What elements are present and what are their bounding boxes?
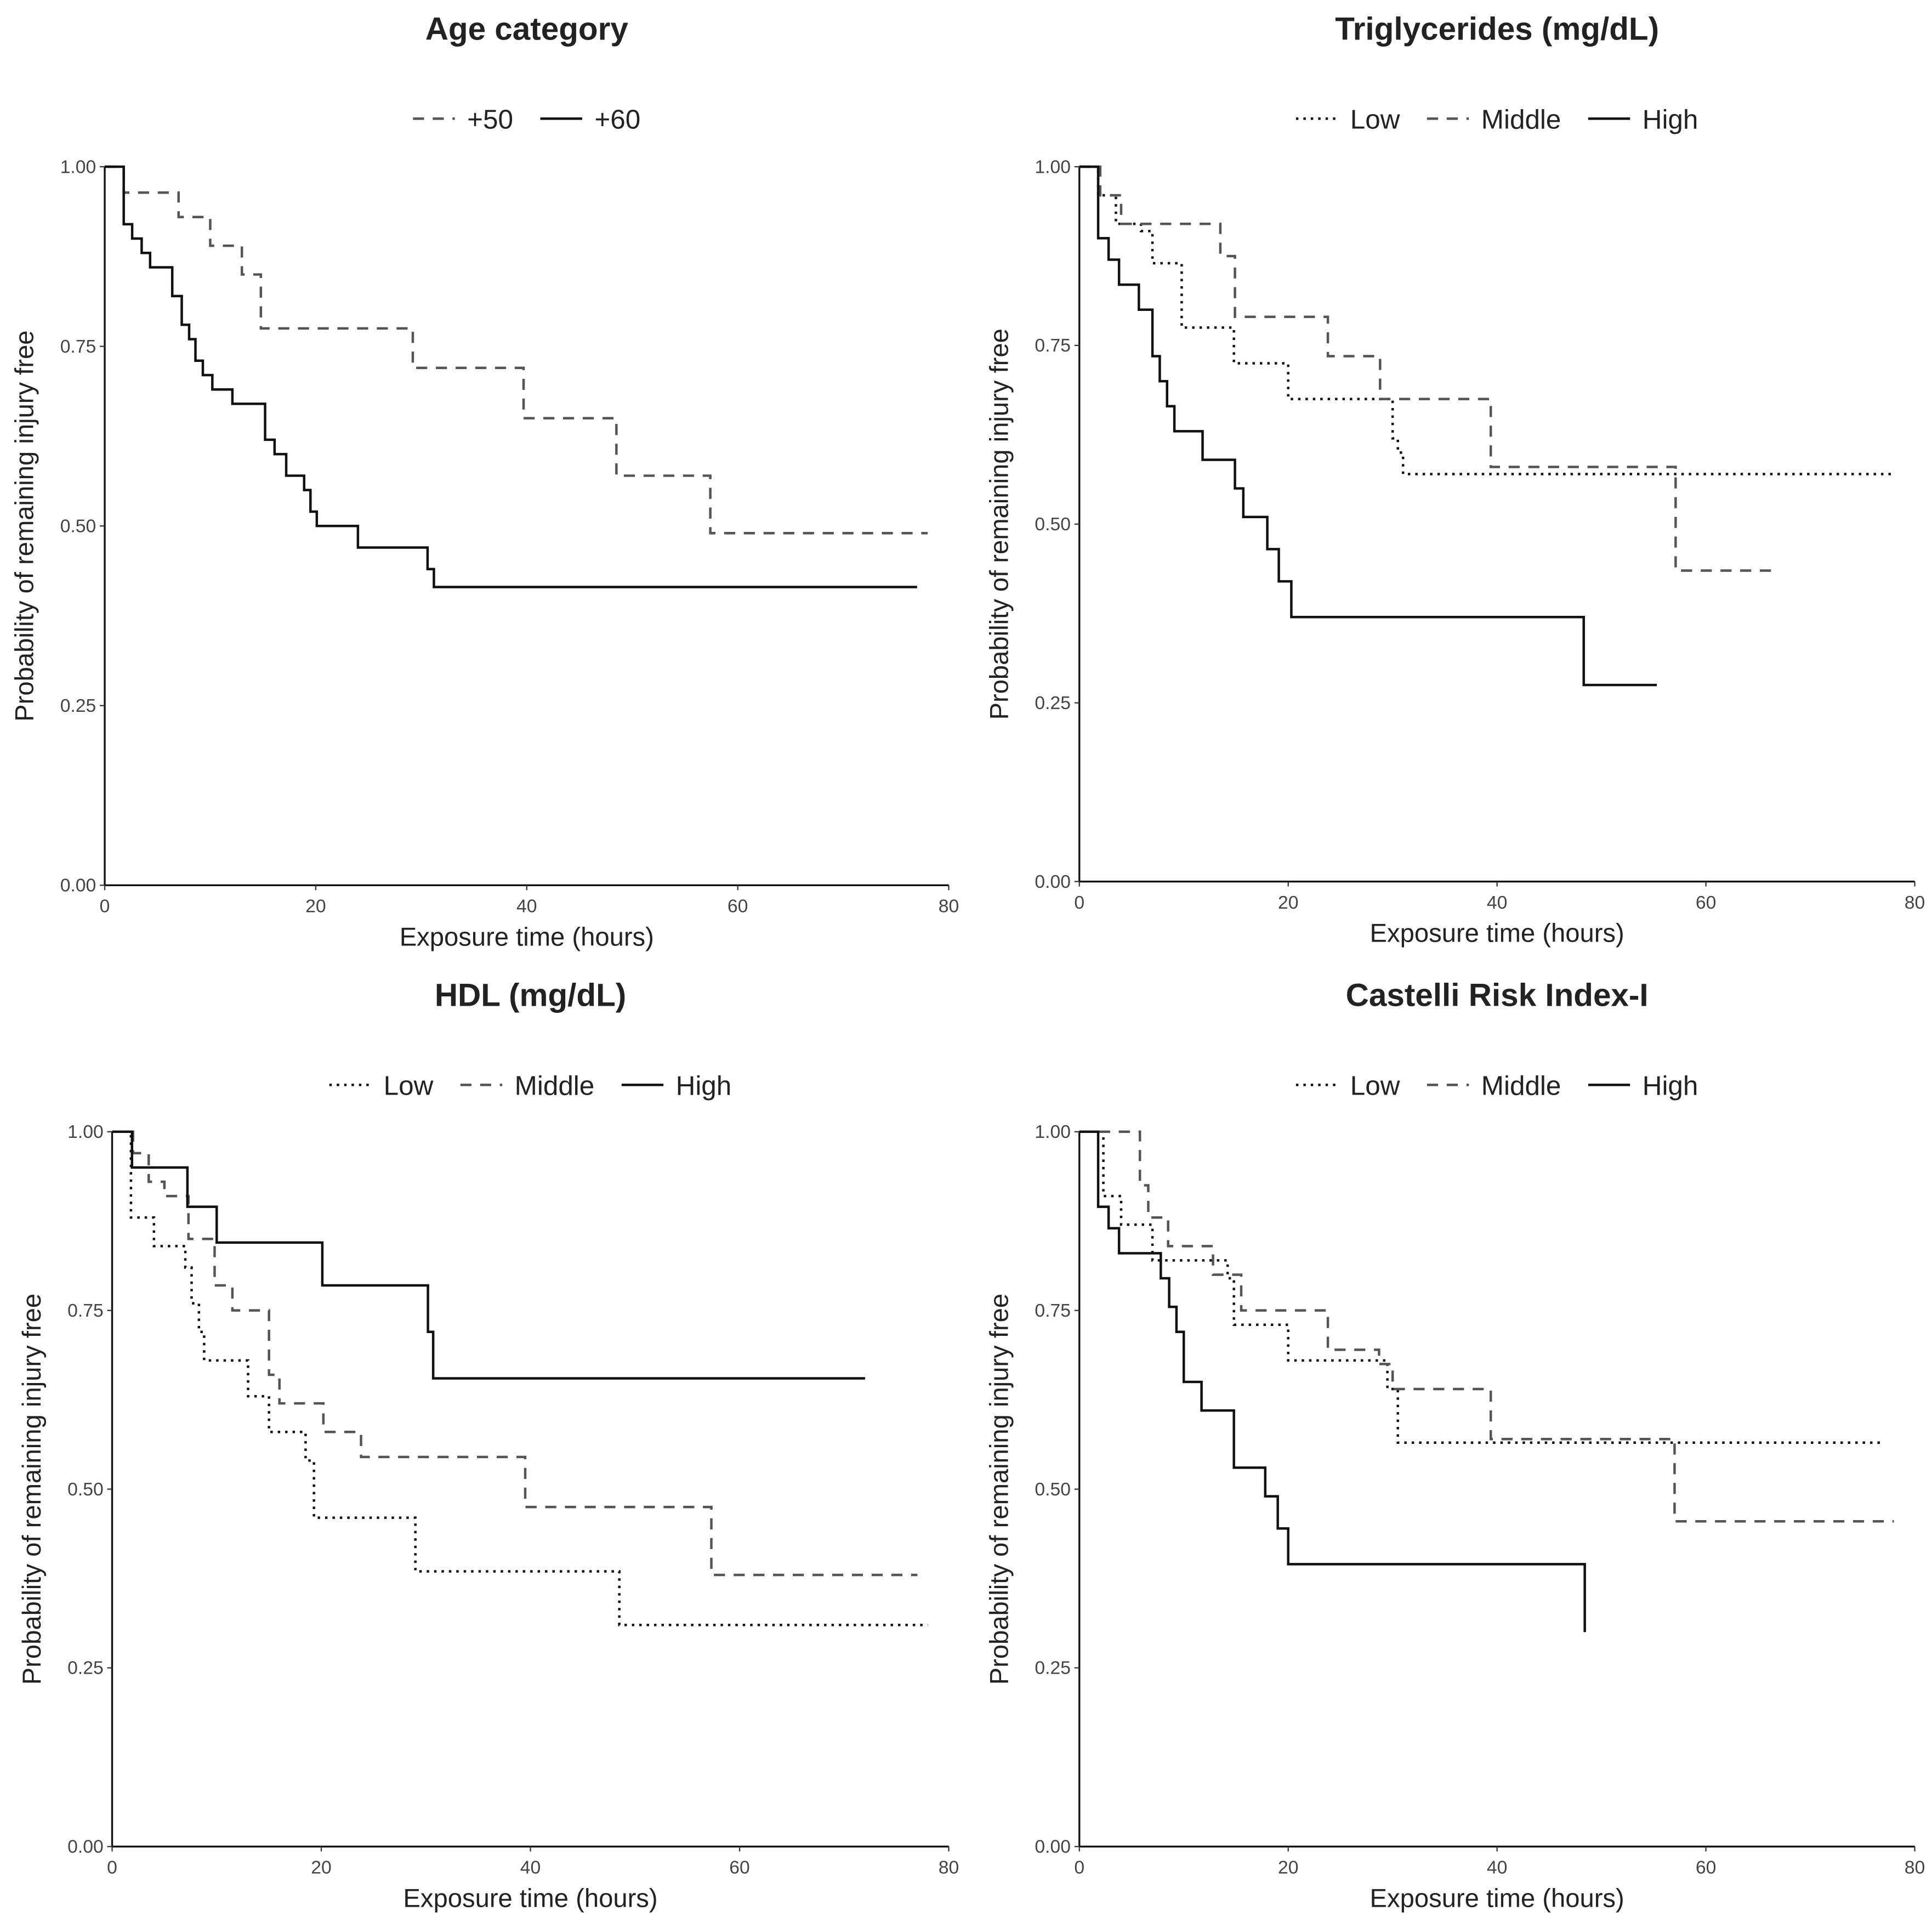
y-tick-label: 0.75 bbox=[1035, 1300, 1071, 1321]
legend-label: Low bbox=[1350, 1070, 1400, 1101]
survival-curve bbox=[1079, 1130, 1882, 1444]
x-tick-label: 20 bbox=[1278, 892, 1298, 913]
x-tick-label: 0 bbox=[100, 896, 110, 917]
x-tick-label: 60 bbox=[1696, 892, 1716, 913]
x-tick-label: 80 bbox=[939, 896, 959, 917]
y-tick-label: 0.50 bbox=[60, 515, 96, 536]
survival-curve bbox=[1079, 165, 1894, 475]
chart-title: HDL (mg/dL) bbox=[435, 978, 626, 1013]
chart-title: Age category bbox=[425, 12, 629, 47]
panel: Castelli Risk Index-I Low Middle High 0.00 0.… bbox=[985, 978, 1925, 1913]
legend-label: +50 bbox=[467, 104, 513, 134]
x-tick-label: 80 bbox=[939, 1857, 959, 1878]
y-axis-label: Probability of remaining injury free bbox=[10, 330, 39, 721]
x-axis-label: Exposure time (hours) bbox=[403, 1884, 657, 1913]
legend-label: High bbox=[1643, 1070, 1698, 1101]
legend-label: Middle bbox=[515, 1070, 595, 1101]
y-tick-label: 0.75 bbox=[67, 1300, 104, 1321]
y-tick-label: 1.00 bbox=[67, 1121, 104, 1142]
survival-curve bbox=[1079, 1130, 1894, 1523]
x-tick-label: 20 bbox=[311, 1857, 332, 1878]
legend-label: High bbox=[676, 1070, 732, 1101]
y-tick-label: 1.00 bbox=[60, 156, 96, 177]
x-tick-label: 0 bbox=[107, 1857, 117, 1878]
y-tick-label: 0.50 bbox=[67, 1479, 104, 1500]
x-tick-label: 20 bbox=[305, 896, 326, 917]
x-tick-label: 60 bbox=[1696, 1857, 1716, 1878]
y-tick-label: 0.50 bbox=[1035, 514, 1071, 535]
legend-label: Middle bbox=[1481, 104, 1561, 134]
x-tick-label: 40 bbox=[520, 1857, 541, 1878]
legend-label: Low bbox=[384, 1070, 434, 1101]
x-axis-label: Exposure time (hours) bbox=[1370, 1884, 1624, 1913]
y-tick-label: 1.00 bbox=[1035, 1121, 1071, 1142]
legend-label: High bbox=[1643, 104, 1698, 134]
chart-title: Triglycerides (mg/dL) bbox=[1335, 12, 1659, 47]
y-tick-label: 0.75 bbox=[60, 336, 96, 357]
survival-curve bbox=[112, 1130, 918, 1577]
x-tick-label: 0 bbox=[1074, 1857, 1084, 1878]
survival-curve bbox=[1079, 165, 1657, 687]
y-tick-label: 0.25 bbox=[67, 1658, 104, 1679]
x-axis-label: Exposure time (hours) bbox=[400, 922, 654, 951]
y-tick-label: 1.00 bbox=[1035, 156, 1071, 177]
x-tick-label: 0 bbox=[1074, 892, 1084, 913]
x-tick-label: 20 bbox=[1278, 1857, 1298, 1878]
legend-label: +60 bbox=[594, 104, 640, 134]
y-axis-label: Probability of remaining injury free bbox=[985, 1294, 1014, 1685]
y-tick-label: 0.00 bbox=[60, 875, 96, 896]
x-tick-label: 40 bbox=[1487, 892, 1507, 913]
legend-label: Low bbox=[1350, 104, 1400, 134]
x-axis-label: Exposure time (hours) bbox=[1370, 919, 1624, 948]
legend: Low Middle High bbox=[329, 1070, 732, 1101]
x-tick-label: 40 bbox=[1487, 1857, 1507, 1878]
y-axis-label: Probability of remaining injury free bbox=[985, 328, 1014, 719]
survival-curve bbox=[112, 1130, 865, 1380]
panel: Age category +50 +60 0.00 0.25 0.50 0.75 1.00 0 2… bbox=[10, 12, 959, 952]
y-tick-label: 0.50 bbox=[1035, 1479, 1071, 1500]
x-tick-label: 60 bbox=[729, 1857, 750, 1878]
chart-title: Castelli Risk Index-I bbox=[1346, 978, 1649, 1013]
x-tick-label: 80 bbox=[1905, 1857, 1925, 1878]
legend-label: Middle bbox=[1481, 1070, 1561, 1101]
panel: Triglycerides (mg/dL) Low Middle High 0.00 0.… bbox=[985, 12, 1925, 948]
y-tick-label: 0.25 bbox=[1035, 693, 1071, 713]
survival-curve bbox=[1079, 165, 1779, 572]
y-tick-label: 0.00 bbox=[1035, 1837, 1071, 1857]
survival-curve bbox=[105, 165, 928, 535]
x-tick-label: 80 bbox=[1905, 892, 1925, 913]
y-tick-label: 0.75 bbox=[1035, 335, 1071, 356]
x-tick-label: 60 bbox=[728, 896, 748, 917]
survival-curve bbox=[1079, 1130, 1586, 1633]
panel: HDL (mg/dL) Low Middle High 0.00 0.25 0.50 0.75… bbox=[18, 978, 959, 1913]
y-tick-label: 0.25 bbox=[60, 695, 96, 716]
legend: +50 +60 bbox=[413, 104, 640, 134]
y-tick-label: 0.25 bbox=[1035, 1658, 1071, 1679]
survival-curve bbox=[105, 165, 917, 588]
legend: Low Middle High bbox=[1295, 1070, 1698, 1101]
legend: Low Middle High bbox=[1295, 104, 1698, 134]
y-tick-label: 0.00 bbox=[67, 1837, 104, 1857]
y-axis-label: Probability of remaining injury free bbox=[18, 1294, 47, 1685]
x-tick-label: 40 bbox=[516, 896, 537, 917]
y-tick-label: 0.00 bbox=[1035, 871, 1071, 892]
